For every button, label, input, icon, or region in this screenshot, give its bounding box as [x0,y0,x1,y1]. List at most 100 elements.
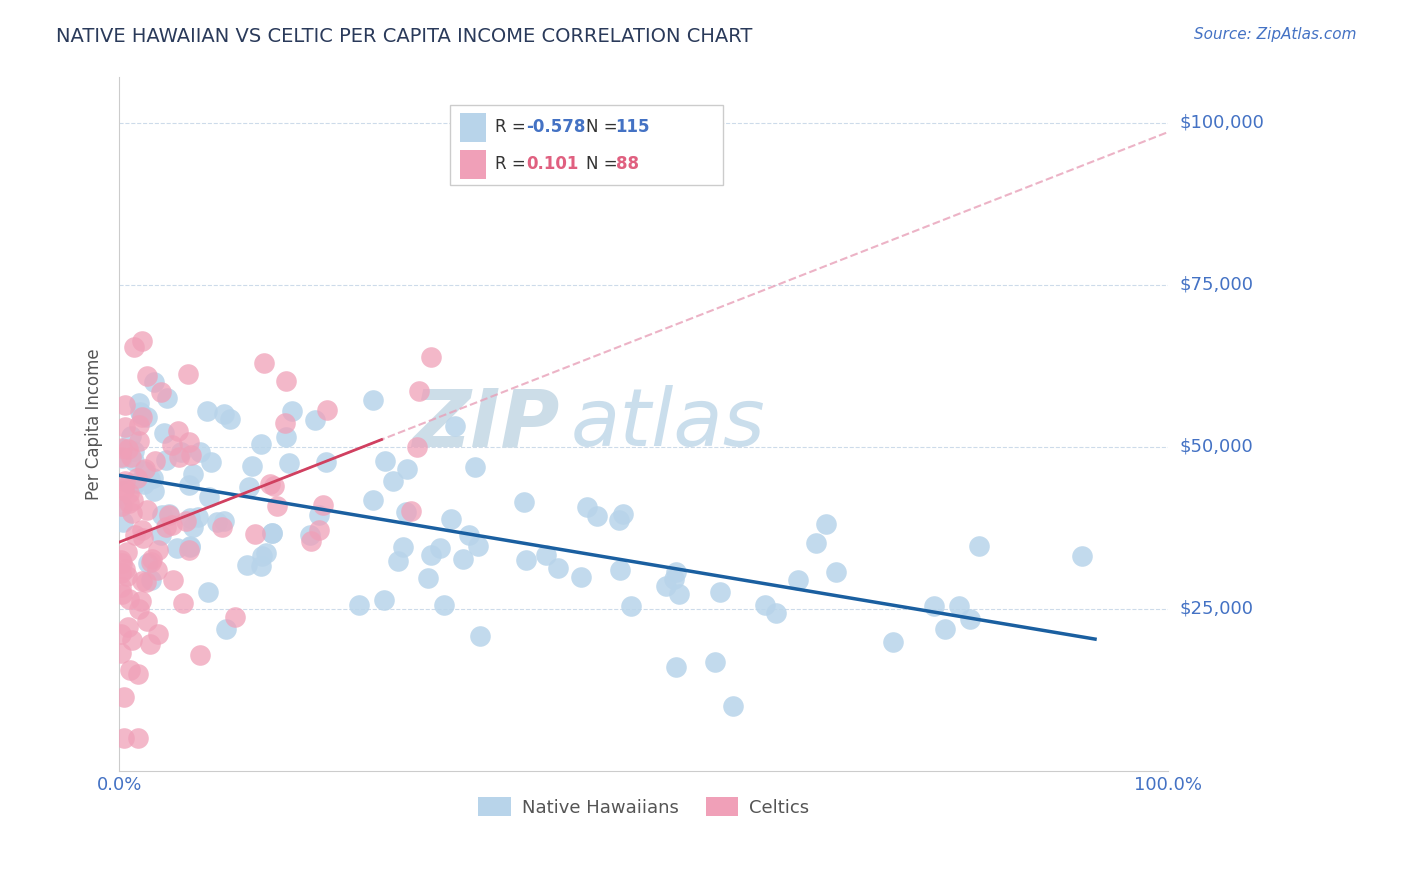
Point [180,448,202,462]
Point [136,502,159,516]
Text: 115: 115 [616,119,650,136]
Point [124,528,146,542]
Point [138,637,160,651]
Point [132,477,155,491]
Point [214,622,236,636]
Point [825,565,848,579]
Point [112,481,135,495]
Point [967,540,990,554]
Point [125,476,148,491]
Point [922,599,945,614]
Point [155,452,177,467]
Point [146,542,169,557]
Point [166,541,188,555]
Point [131,524,153,538]
Point [131,334,153,348]
Point [139,555,162,569]
Point [304,413,326,427]
Point [153,426,176,441]
Point [111,442,134,457]
Point [1071,549,1094,563]
Point [655,579,678,593]
Point [395,505,418,519]
Point [420,350,443,364]
Point [160,518,183,533]
Point [115,569,138,583]
Point [620,599,643,613]
Point [131,410,153,425]
Point [242,459,264,474]
Point [408,384,430,398]
Point [167,424,190,438]
Point [195,404,218,418]
Point [515,553,537,567]
Point [112,515,135,529]
Point [200,455,222,469]
Point [534,548,557,562]
Point [315,455,337,469]
Point [212,407,235,421]
Point [139,573,162,587]
FancyBboxPatch shape [460,112,486,142]
Point [254,545,277,559]
Point [458,528,481,542]
Point [420,548,443,562]
Point [118,592,141,607]
Point [665,565,688,579]
Point [122,443,145,458]
Point [959,611,981,625]
Point [260,526,283,541]
Point [815,516,838,531]
Point [176,367,198,381]
Point [110,626,132,640]
Point [197,585,219,599]
Point [278,456,301,470]
Text: NATIVE HAWAIIAN VS CELTIC PER CAPITA INCOME CORRELATION CHART: NATIVE HAWAIIAN VS CELTIC PER CAPITA INC… [56,27,752,45]
Point [111,499,134,513]
Point [754,598,776,612]
Text: N =: N = [586,119,623,136]
Point [245,526,267,541]
Text: atlas: atlas [571,385,765,463]
Point [387,554,409,568]
Point [347,598,370,612]
Point [156,391,179,405]
Point [250,559,273,574]
Point [804,536,827,550]
Point [263,479,285,493]
Point [665,660,688,674]
Point [110,580,132,594]
Point [198,490,221,504]
Point [118,485,141,500]
Point [162,438,184,452]
Point [253,356,276,370]
Point [150,384,173,399]
Point [115,545,138,559]
Point [120,663,142,677]
Point [146,626,169,640]
Point [128,434,150,448]
Point [373,592,395,607]
Point [143,483,166,498]
Point [181,520,204,534]
Point [132,531,155,545]
FancyBboxPatch shape [450,105,723,185]
Point [179,539,201,553]
Point [406,440,429,454]
Point [177,543,200,558]
Point [143,454,166,468]
Point [121,493,143,508]
Point [141,551,163,566]
Point [262,525,284,540]
Y-axis label: Per Capita Income: Per Capita Income [86,348,103,500]
Point [121,506,143,520]
Text: $50,000: $50,000 [1180,438,1253,456]
Point [146,563,169,577]
FancyBboxPatch shape [460,150,486,178]
Point [114,475,136,489]
Point [155,520,177,534]
Point [433,598,456,612]
Point [118,475,141,490]
Point [214,514,236,528]
Point [131,574,153,588]
